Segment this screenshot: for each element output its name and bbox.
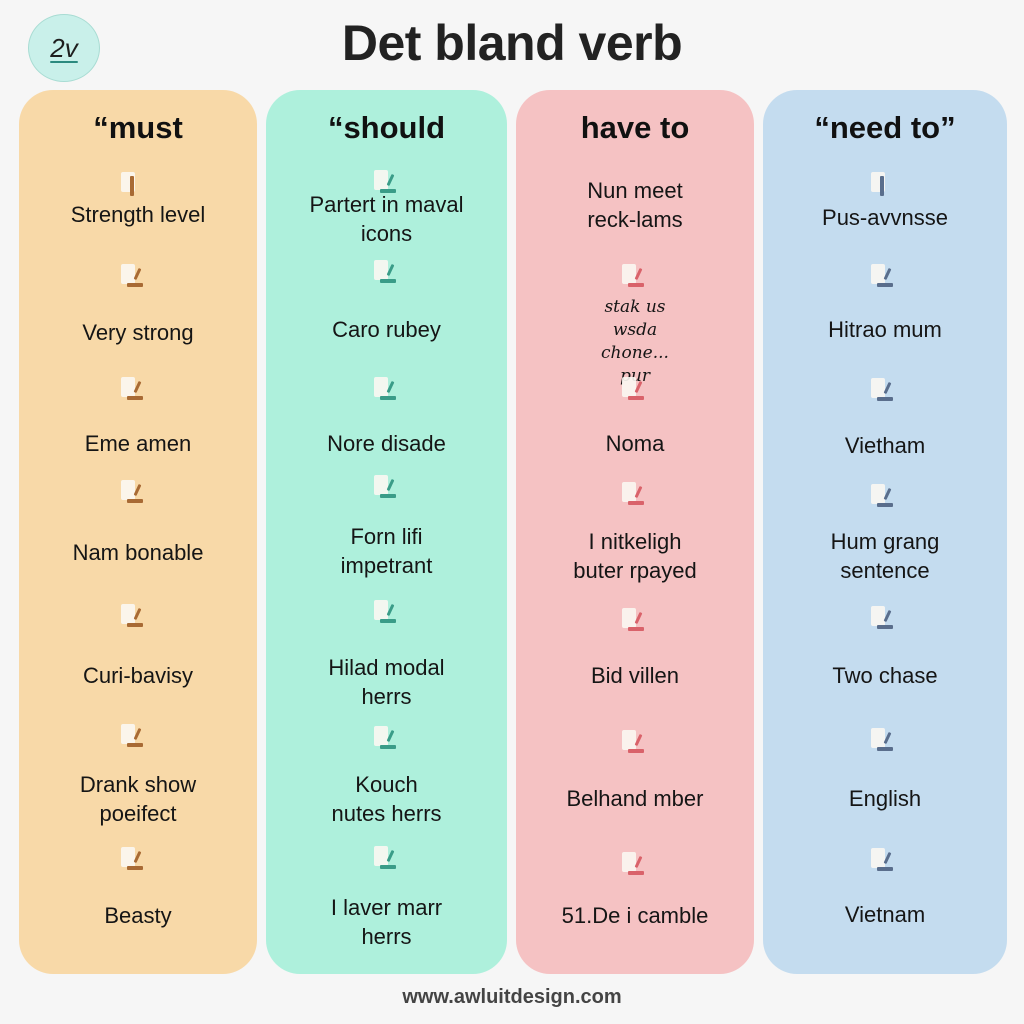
- strength-icon: [118, 375, 148, 405]
- list-item: Pus-avvnsse: [822, 205, 948, 230]
- column-need-to: “need to” Pus-avvnsse Hitrao mum Vietham…: [763, 90, 1007, 974]
- strength-icon: [868, 262, 898, 292]
- strength-icon: [118, 722, 148, 752]
- list-item: Forn lifi impetrant: [340, 524, 433, 578]
- list-item: Caro rubey: [332, 317, 441, 342]
- list-item: stak us wsda chone... pur: [601, 297, 669, 386]
- list-item: Bid villen: [590, 663, 680, 688]
- strength-icon: [868, 170, 898, 200]
- strength-icon: [371, 168, 401, 198]
- column-heading: “should: [327, 110, 446, 145]
- list-item: Strength level: [70, 202, 206, 227]
- strength-icon: [371, 724, 401, 754]
- list-item: Very strong: [82, 320, 194, 345]
- column-heading: “must: [93, 110, 183, 145]
- list-item: Hum grang sentence: [830, 529, 940, 583]
- list-item: Nam bonable: [72, 540, 204, 565]
- column-have-to: have to Nun meet reck-lams stak us wsda …: [516, 90, 754, 974]
- strength-icon: [371, 258, 401, 288]
- strength-icon: [619, 728, 649, 758]
- strength-icon: [619, 606, 649, 636]
- list-item: I laver marr herrs: [330, 895, 443, 949]
- list-item: Curi-bavisy: [82, 663, 194, 688]
- list-item: Hitrao mum: [828, 317, 942, 342]
- strength-icon: [619, 480, 649, 510]
- strength-icon: [619, 850, 649, 880]
- list-item: Vietnam: [844, 902, 926, 927]
- strength-icon: [371, 473, 401, 503]
- strength-icon: [868, 376, 898, 406]
- column-must: “must Strength level Very strong Eme ame…: [19, 90, 257, 974]
- list-item: Partert in maval icons: [309, 192, 464, 246]
- modal-verb-columns: “must Strength level Very strong Eme ame…: [19, 90, 1007, 974]
- list-item: Two chase: [832, 663, 938, 688]
- list-item: Eme amen: [84, 431, 192, 456]
- list-item: 51.De i camble: [561, 903, 709, 928]
- strength-icon: [118, 170, 148, 200]
- list-item: Nun meet reck-lams: [587, 178, 683, 232]
- strength-icon: [371, 375, 401, 405]
- strength-icon: [619, 375, 649, 405]
- page-title: Det bland verb: [341, 15, 683, 71]
- logo-text: 2v: [50, 32, 78, 63]
- strength-icon: [118, 845, 148, 875]
- list-item: I nitkeligh buter rpayed: [573, 529, 697, 583]
- strength-icon: [118, 478, 148, 508]
- list-item: Noma: [605, 431, 665, 456]
- column-heading: “need to”: [814, 110, 956, 145]
- strength-icon: [868, 604, 898, 634]
- column-should: “should Partert in maval icons Caro rube…: [266, 90, 507, 974]
- list-item: Drank show poeifect: [79, 772, 197, 826]
- list-item: Nore disade: [327, 431, 446, 456]
- footer-url[interactable]: www.awluitdesign.com: [402, 986, 622, 1008]
- column-heading: have to: [580, 110, 690, 145]
- list-item: Vietham: [844, 433, 926, 458]
- strength-icon: [118, 602, 148, 632]
- strength-icon: [868, 846, 898, 876]
- strength-icon: [868, 726, 898, 756]
- list-item: Beasty: [104, 903, 172, 928]
- strength-icon: [371, 844, 401, 874]
- list-item: Belhand mber: [566, 786, 704, 811]
- list-item: Hilad modal herrs: [328, 655, 445, 709]
- list-item: Kouch nutes herrs: [331, 772, 442, 826]
- strength-icon: [118, 262, 148, 292]
- list-item: English: [848, 786, 922, 811]
- logo-badge: 2v: [28, 14, 100, 82]
- strength-icon: [619, 262, 649, 292]
- strength-icon: [868, 482, 898, 512]
- strength-icon: [371, 598, 401, 628]
